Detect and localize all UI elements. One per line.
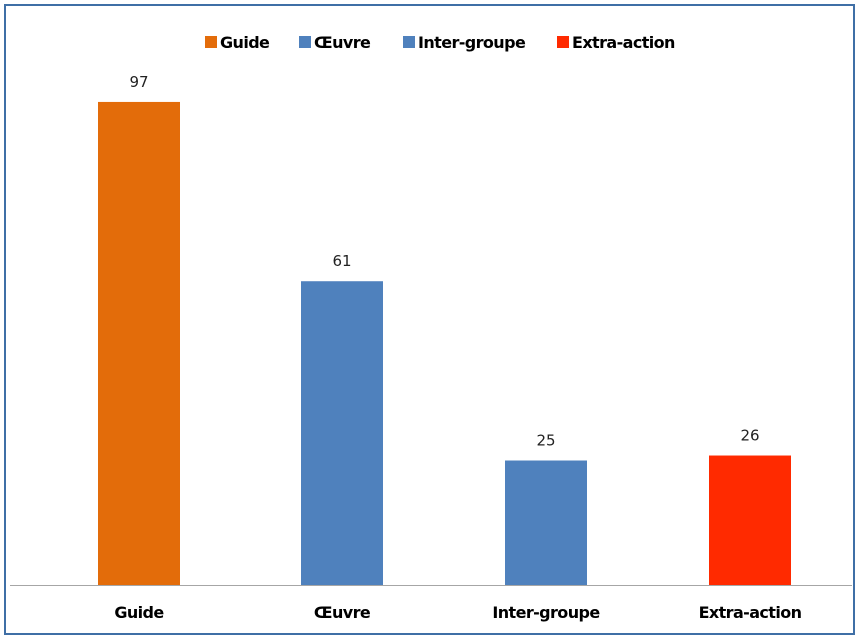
legend-swatch-guide [205, 36, 217, 48]
bar-inter-groupe [505, 460, 587, 585]
data-label-inter-groupe: 25 [536, 432, 555, 450]
legend-item-guide: Guide [205, 33, 271, 52]
bar-extra-action [709, 455, 791, 585]
legend-label-extra-action: Extra-action [572, 33, 675, 52]
data-label-extra-action: 26 [740, 427, 759, 445]
x-tick-label-inter-groupe: Inter-groupe [492, 603, 600, 622]
legend-swatch-extra-action [557, 36, 569, 48]
legend-swatch-inter-groupe [403, 36, 415, 48]
legend-label-oeuvre: Œuvre [314, 33, 371, 52]
legend-label-inter-groupe: Inter-groupe [418, 33, 526, 52]
x-tick-label-guide: Guide [114, 603, 164, 622]
data-label-oeuvre: 61 [332, 252, 351, 270]
data-label-guide: 97 [129, 73, 148, 91]
data-labels: 97 61 25 26 [129, 73, 759, 450]
bars [98, 101, 791, 585]
bar-guide [98, 101, 180, 585]
bar-oeuvre [301, 281, 383, 585]
legend-item-oeuvre: Œuvre [299, 33, 372, 52]
legend-item-extra-action: Extra-action [557, 33, 676, 52]
x-axis-tick-labels: Guide Œuvre Inter-groupe Extra-action [114, 603, 802, 622]
legend-swatch-oeuvre [299, 36, 311, 48]
x-tick-label-extra-action: Extra-action [699, 603, 802, 622]
x-tick-label-oeuvre: Œuvre [314, 603, 371, 622]
legend: Guide Œuvre Inter-groupe Extra-action [205, 33, 676, 52]
legend-item-inter-groupe: Inter-groupe [403, 33, 527, 52]
legend-label-guide: Guide [220, 33, 270, 52]
